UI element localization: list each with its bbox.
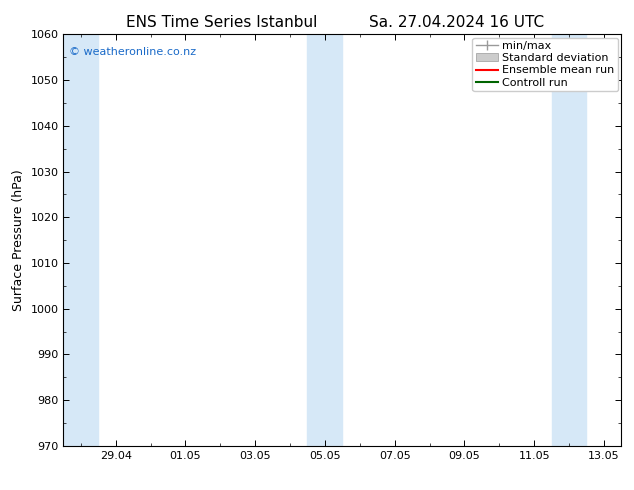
Text: © weatheronline.co.nz: © weatheronline.co.nz bbox=[69, 47, 196, 57]
Legend: min/max, Standard deviation, Ensemble mean run, Controll run: min/max, Standard deviation, Ensemble me… bbox=[472, 38, 618, 91]
Bar bbox=[569, 34, 586, 446]
Y-axis label: Surface Pressure (hPa): Surface Pressure (hPa) bbox=[12, 169, 25, 311]
Bar bbox=[63, 34, 98, 446]
Bar bbox=[307, 34, 325, 446]
Bar bbox=[552, 34, 569, 446]
Bar bbox=[325, 34, 342, 446]
Text: Sa. 27.04.2024 16 UTC: Sa. 27.04.2024 16 UTC bbox=[369, 15, 544, 30]
Text: ENS Time Series Istanbul: ENS Time Series Istanbul bbox=[126, 15, 318, 30]
